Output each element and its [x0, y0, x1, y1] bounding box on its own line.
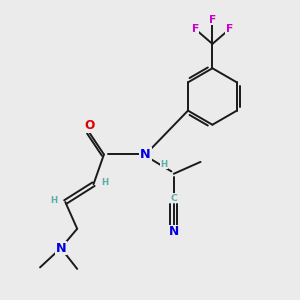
Text: N: N [140, 148, 151, 161]
Text: H: H [161, 160, 168, 169]
Text: H: H [101, 178, 108, 187]
Text: N: N [169, 225, 179, 238]
Text: C: C [170, 194, 177, 203]
Text: F: F [192, 24, 199, 34]
Text: F: F [209, 14, 216, 25]
Text: F: F [226, 24, 233, 34]
Text: H: H [50, 196, 58, 205]
Text: N: N [56, 242, 66, 255]
Text: O: O [84, 119, 94, 132]
